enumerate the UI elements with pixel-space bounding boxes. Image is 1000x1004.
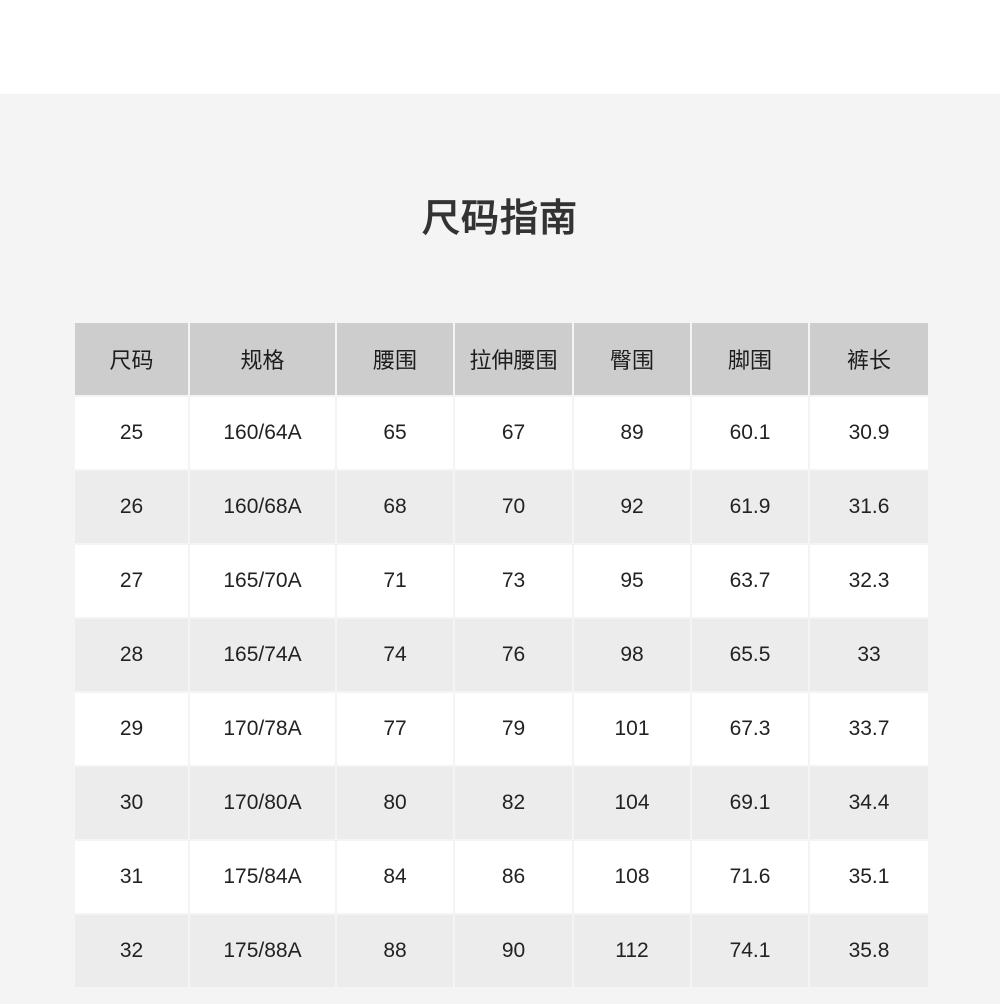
cell-length: 35.1 <box>810 841 928 913</box>
cell-spec: 170/78A <box>190 693 335 765</box>
cell-waist: 74 <box>337 619 453 691</box>
cell-hip: 104 <box>574 767 690 839</box>
cell-length: 31.6 <box>810 471 928 543</box>
cell-waist: 84 <box>337 841 453 913</box>
cell-length: 33 <box>810 619 928 691</box>
cell-length: 34.4 <box>810 767 928 839</box>
column-header-stretch-waist: 拉伸腰围 <box>455 323 572 395</box>
cell-stretch-waist: 73 <box>455 545 572 617</box>
cell-spec: 170/80A <box>190 767 335 839</box>
cell-waist: 77 <box>337 693 453 765</box>
cell-stretch-waist: 86 <box>455 841 572 913</box>
table-row: 29 170/78A 77 79 101 67.3 33.7 <box>75 693 928 765</box>
cell-hip: 98 <box>574 619 690 691</box>
cell-hip: 112 <box>574 915 690 987</box>
cell-stretch-waist: 76 <box>455 619 572 691</box>
column-header-hip: 臀围 <box>574 323 690 395</box>
cell-spec: 160/68A <box>190 471 335 543</box>
cell-hip: 95 <box>574 545 690 617</box>
size-table-container: 尺码 规格 腰围 拉伸腰围 臀围 脚围 裤长 25 160/64A 65 67 … <box>73 321 928 989</box>
table-row: 27 165/70A 71 73 95 63.7 32.3 <box>75 545 928 617</box>
column-header-leg-opening: 脚围 <box>692 323 808 395</box>
cell-size: 32 <box>75 915 188 987</box>
cell-stretch-waist: 79 <box>455 693 572 765</box>
table-header-row: 尺码 规格 腰围 拉伸腰围 臀围 脚围 裤长 <box>75 323 928 395</box>
cell-length: 33.7 <box>810 693 928 765</box>
cell-spec: 175/84A <box>190 841 335 913</box>
table-header: 尺码 规格 腰围 拉伸腰围 臀围 脚围 裤长 <box>75 323 928 395</box>
table-row: 31 175/84A 84 86 108 71.6 35.1 <box>75 841 928 913</box>
cell-size: 29 <box>75 693 188 765</box>
cell-length: 35.8 <box>810 915 928 987</box>
table-row: 25 160/64A 65 67 89 60.1 30.9 <box>75 397 928 469</box>
cell-spec: 175/88A <box>190 915 335 987</box>
cell-stretch-waist: 67 <box>455 397 572 469</box>
cell-waist: 88 <box>337 915 453 987</box>
cell-leg-opening: 63.7 <box>692 545 808 617</box>
table-row: 30 170/80A 80 82 104 69.1 34.4 <box>75 767 928 839</box>
size-chart-table: 尺码 规格 腰围 拉伸腰围 臀围 脚围 裤长 25 160/64A 65 67 … <box>73 321 930 989</box>
column-header-spec: 规格 <box>190 323 335 395</box>
cell-size: 26 <box>75 471 188 543</box>
cell-hip: 108 <box>574 841 690 913</box>
table-row: 28 165/74A 74 76 98 65.5 33 <box>75 619 928 691</box>
cell-size: 25 <box>75 397 188 469</box>
column-header-size: 尺码 <box>75 323 188 395</box>
cell-spec: 160/64A <box>190 397 335 469</box>
cell-size: 27 <box>75 545 188 617</box>
cell-hip: 101 <box>574 693 690 765</box>
page-title: 尺码指南 <box>421 198 578 240</box>
column-header-length: 裤长 <box>810 323 928 395</box>
table-row: 32 175/88A 88 90 112 74.1 35.8 <box>75 915 928 987</box>
cell-length: 30.9 <box>810 397 928 469</box>
cell-stretch-waist: 90 <box>455 915 572 987</box>
cell-stretch-waist: 82 <box>455 767 572 839</box>
cell-size: 30 <box>75 767 188 839</box>
cell-waist: 80 <box>337 767 453 839</box>
cell-spec: 165/70A <box>190 545 335 617</box>
cell-leg-opening: 65.5 <box>692 619 808 691</box>
cell-leg-opening: 71.6 <box>692 841 808 913</box>
cell-stretch-waist: 70 <box>455 471 572 543</box>
cell-leg-opening: 67.3 <box>692 693 808 765</box>
cell-hip: 92 <box>574 471 690 543</box>
cell-size: 31 <box>75 841 188 913</box>
cell-leg-opening: 74.1 <box>692 915 808 987</box>
cell-hip: 89 <box>574 397 690 469</box>
cell-waist: 71 <box>337 545 453 617</box>
cell-length: 32.3 <box>810 545 928 617</box>
cell-waist: 68 <box>337 471 453 543</box>
table-row: 26 160/68A 68 70 92 61.9 31.6 <box>75 471 928 543</box>
cell-leg-opening: 69.1 <box>692 767 808 839</box>
column-header-waist: 腰围 <box>337 323 453 395</box>
cell-spec: 165/74A <box>190 619 335 691</box>
table-body: 25 160/64A 65 67 89 60.1 30.9 26 160/68A… <box>75 397 928 987</box>
cell-waist: 65 <box>337 397 453 469</box>
cell-leg-opening: 61.9 <box>692 471 808 543</box>
cell-size: 28 <box>75 619 188 691</box>
cell-leg-opening: 60.1 <box>692 397 808 469</box>
